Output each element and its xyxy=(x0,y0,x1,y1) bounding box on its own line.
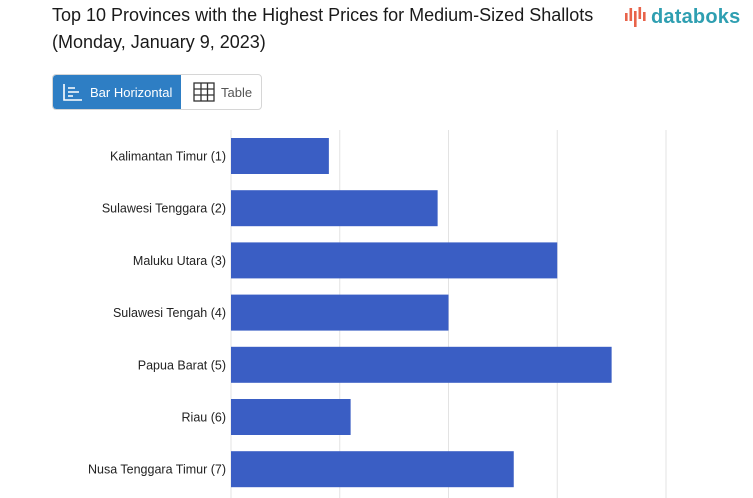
category-label: Sulawesi Tengah (4) xyxy=(113,306,226,320)
tab-bar-horizontal-label: Bar Horizontal xyxy=(90,84,173,100)
bar[interactable] xyxy=(231,242,558,279)
bar[interactable] xyxy=(231,451,514,488)
bar[interactable] xyxy=(231,294,449,331)
category-label: Maluku Utara (3) xyxy=(133,254,226,268)
category-label: Riau (6) xyxy=(182,411,226,425)
bar[interactable] xyxy=(231,138,329,174)
category-label: Kalimantan Timur (1) xyxy=(110,150,226,164)
category-label: Papua Barat (5) xyxy=(138,358,226,372)
bar[interactable] xyxy=(231,346,612,383)
bar[interactable] xyxy=(231,399,351,435)
bar[interactable] xyxy=(231,190,438,227)
logo-bars-icon xyxy=(625,7,646,27)
tab-table[interactable]: Table xyxy=(181,75,252,109)
chart-title: Top 10 Provinces with the Highest Prices… xyxy=(52,5,594,52)
databoks-logo[interactable]: databoks xyxy=(624,4,740,30)
category-label: Nusa Tenggara Timur (7) xyxy=(88,463,226,477)
category-label: Sulawesi Tenggara (2) xyxy=(102,202,226,216)
tab-table-label: Table xyxy=(221,84,253,100)
table-grid-icon xyxy=(193,82,215,102)
tab-bar-horizontal[interactable]: Bar Horizontal xyxy=(53,75,181,109)
view-toggle: Bar Horizontal Table xyxy=(52,74,262,110)
bar-chart-icon xyxy=(63,84,82,101)
brand-name: databoks xyxy=(651,5,741,28)
